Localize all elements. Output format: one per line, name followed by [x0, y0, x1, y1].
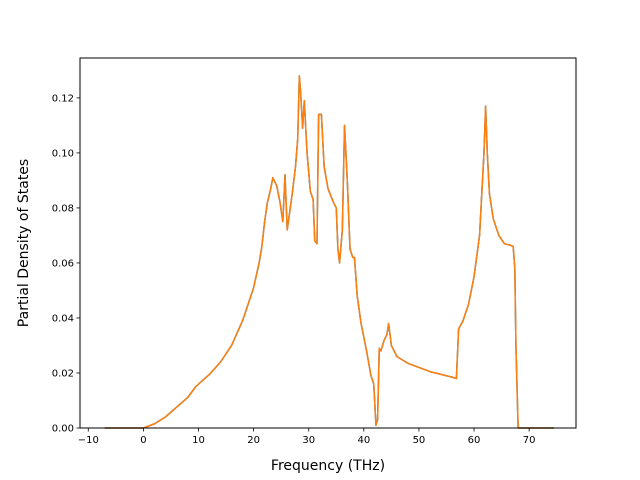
series-0-line [104, 75, 554, 429]
plot-area [80, 58, 576, 428]
x-tick-label: 30 [302, 435, 315, 446]
x-tick-label: 50 [413, 435, 426, 446]
y-axis-ticks: 0.00 0.02 0.04 0.06 0.08 0.10 0.12 [52, 93, 80, 435]
y-tick-label: 0.04 [52, 314, 74, 325]
y-axis-label: Partial Density of States [16, 159, 32, 327]
x-tick-label: 70 [523, 435, 536, 446]
y-tick-label: 0.06 [52, 259, 74, 270]
y-tick-label: 0.08 [52, 204, 74, 215]
x-axis-ticks: −10 0 10 20 30 40 50 60 70 [78, 428, 536, 446]
y-tick-label: 0.02 [52, 369, 74, 380]
x-tick-label: 20 [247, 435, 260, 446]
y-tick-label: 0.10 [52, 149, 74, 160]
x-tick-label: 0 [140, 435, 146, 446]
y-tick-label: 0.00 [52, 424, 74, 435]
x-tick-label: 10 [192, 435, 205, 446]
x-tick-label: 60 [468, 435, 481, 446]
series-layer [104, 75, 554, 429]
x-axis-label: Frequency (THz) [271, 458, 385, 474]
x-tick-label: −10 [78, 435, 99, 446]
x-tick-label: 40 [357, 435, 370, 446]
plot-frame [79, 57, 577, 429]
y-tick-label: 0.12 [52, 93, 74, 104]
